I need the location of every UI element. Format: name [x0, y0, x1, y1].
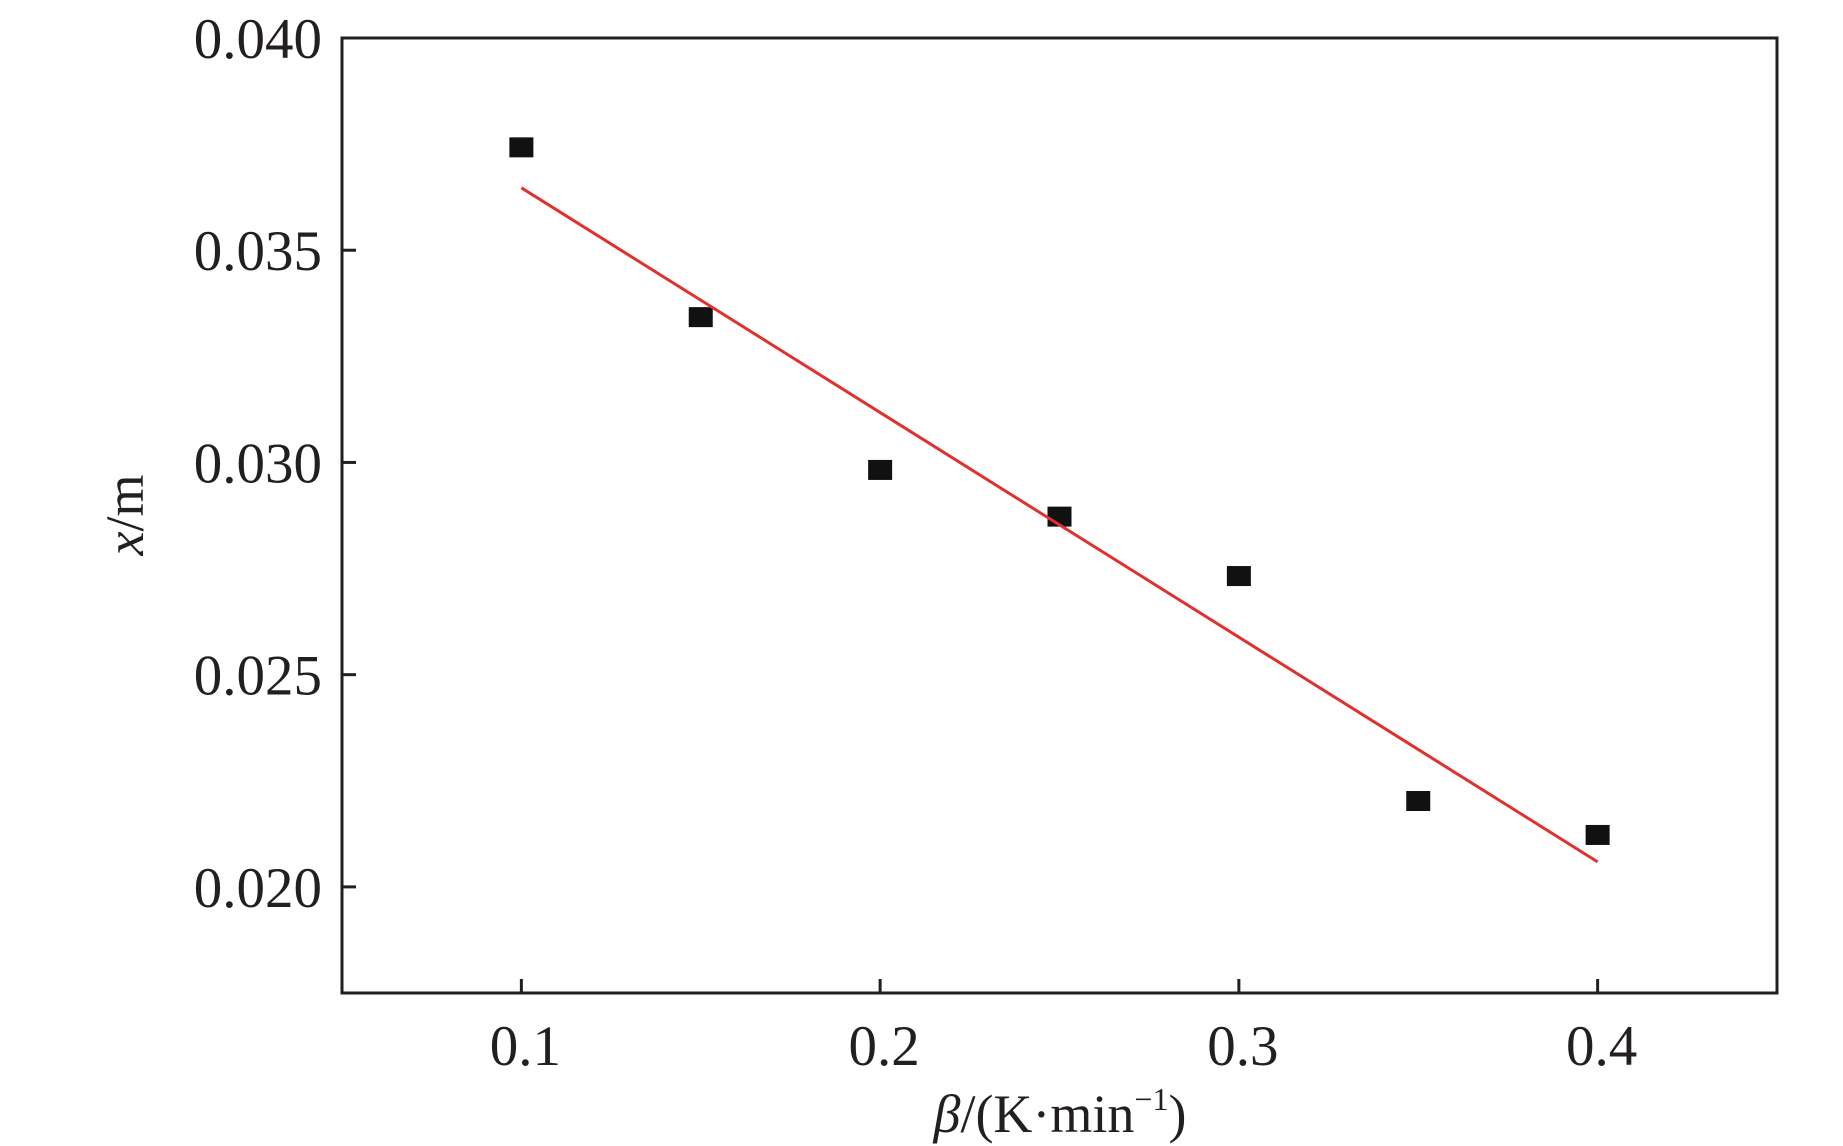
x-tick-label: 0.3 — [1207, 1015, 1278, 1078]
x-axis-unit-open: /(K·min — [960, 1084, 1134, 1144]
data-point — [1585, 824, 1610, 845]
x-axis-title: β/(K·min−1) — [933, 1081, 1187, 1144]
data-point — [1226, 566, 1251, 587]
x-axis-unit-close: ) — [1168, 1084, 1186, 1144]
x-axis-exponent: −1 — [1134, 1081, 1168, 1117]
y-tick-label: 0.025 — [194, 645, 322, 708]
y-tick-label: 0.035 — [194, 220, 322, 283]
y-axis-symbol: x — [95, 531, 155, 556]
data-point — [688, 307, 713, 328]
x-tick-label: 0.4 — [1566, 1015, 1637, 1078]
y-tick-label: 0.030 — [194, 432, 322, 495]
x-tick-label: 0.1 — [490, 1015, 561, 1078]
y-tick-label: 0.040 — [194, 8, 322, 71]
y-axis-unit: /m — [95, 475, 155, 532]
x-axis-symbol: β — [933, 1084, 961, 1144]
x-tick-label: 0.2 — [849, 1015, 920, 1078]
data-point — [868, 459, 893, 480]
data-point — [1406, 791, 1431, 811]
data-point — [509, 137, 534, 158]
y-axis-title: x/m — [95, 475, 155, 557]
plot-frame — [340, 36, 1779, 995]
y-tick-label: 0.020 — [194, 857, 322, 920]
fit-line — [520, 186, 1599, 864]
